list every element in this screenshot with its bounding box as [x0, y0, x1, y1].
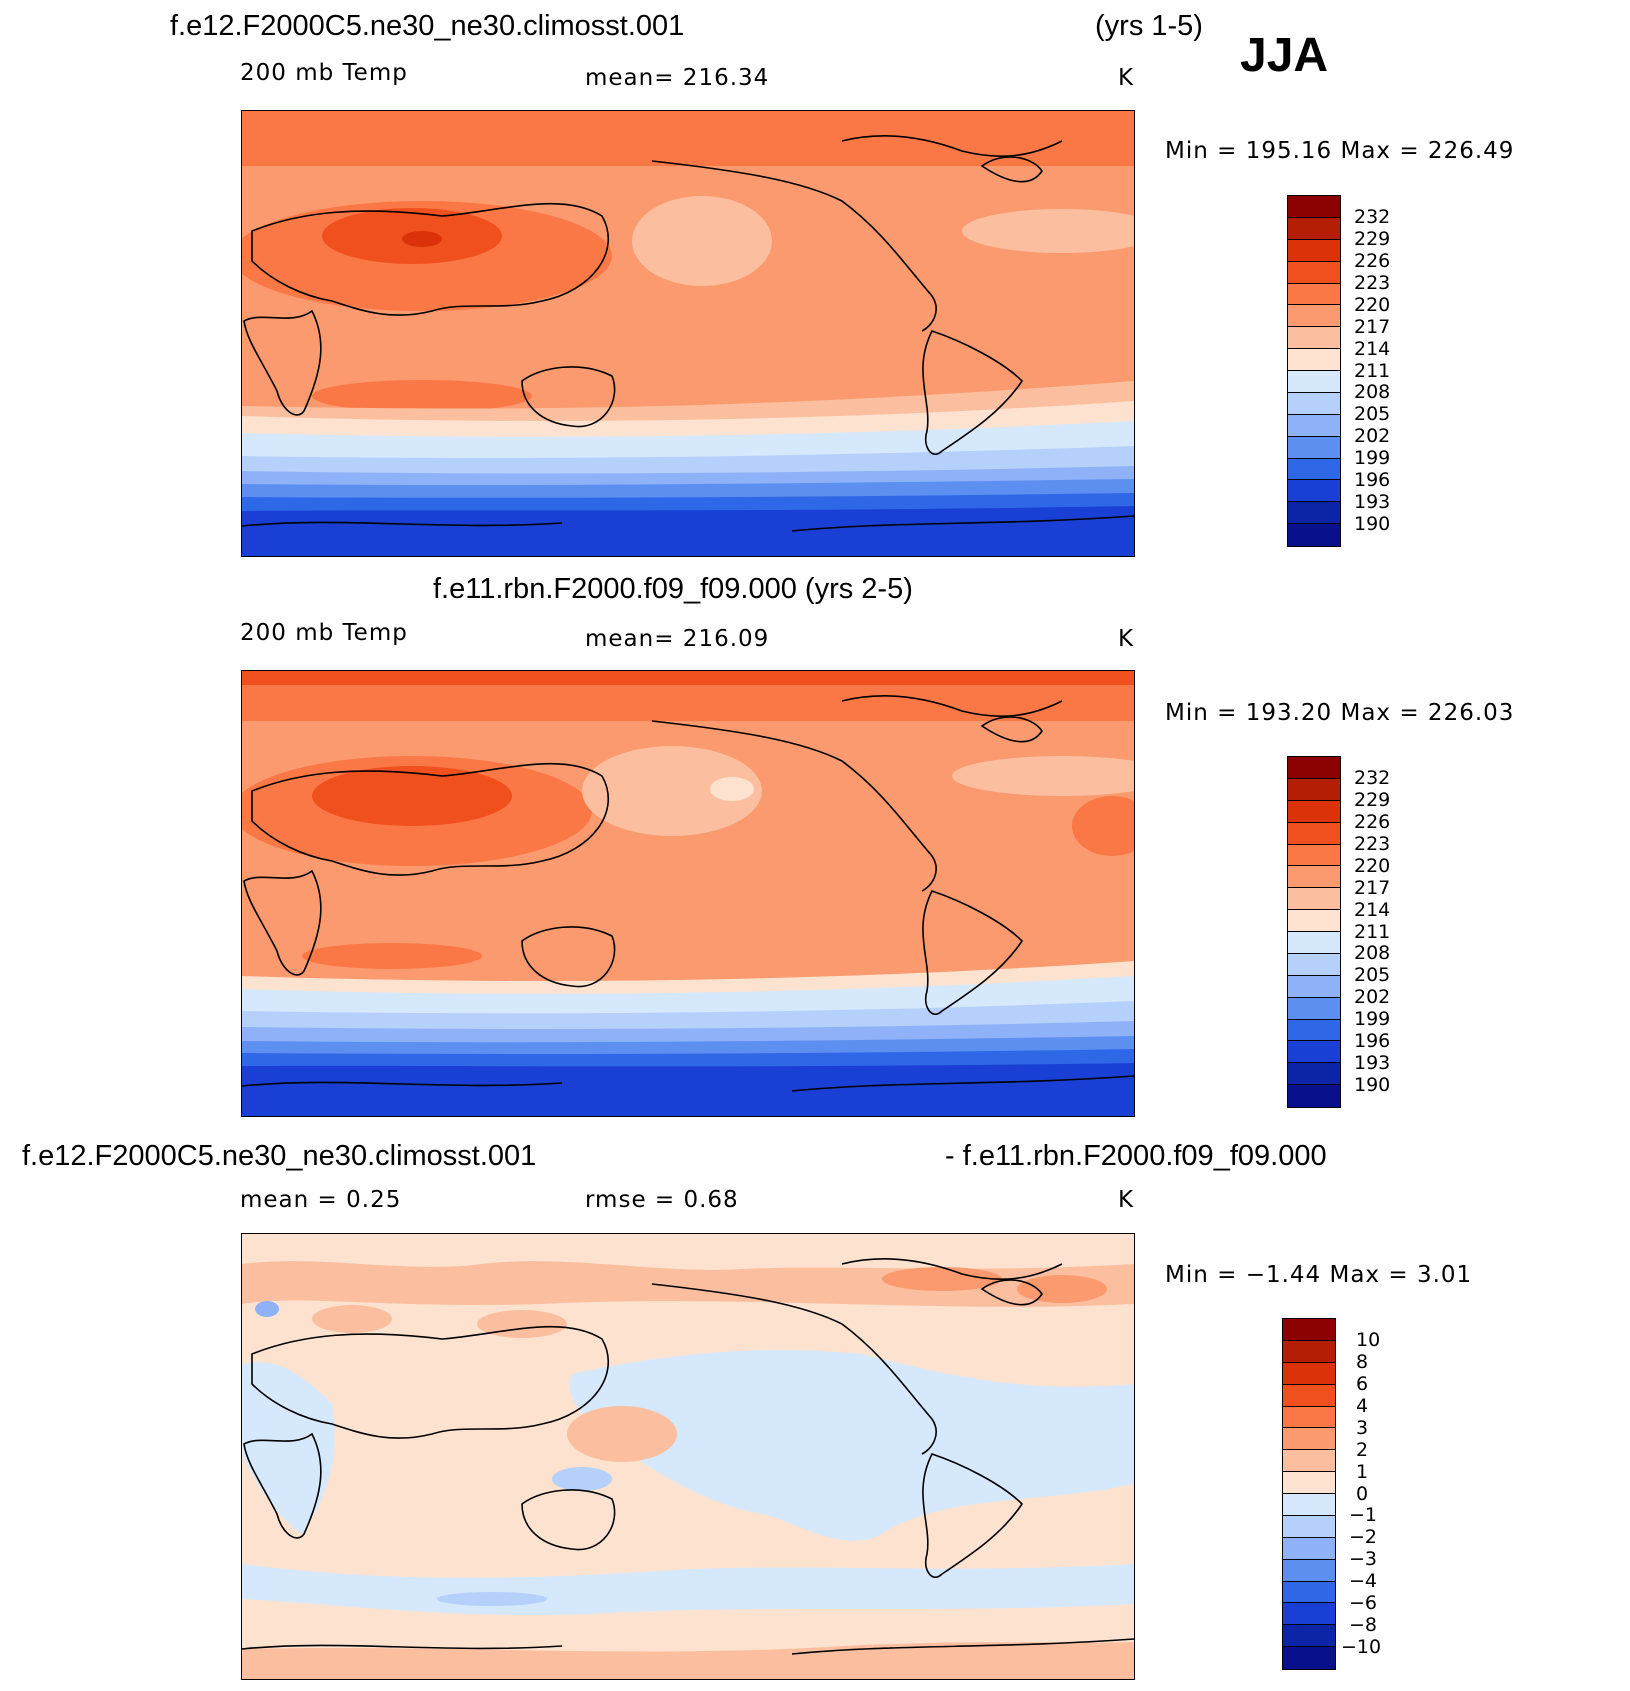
variable-label-1: 200 mb Temp: [240, 60, 408, 86]
tick-label: 226: [1354, 811, 1391, 833]
tick-label: 199: [1354, 1008, 1391, 1030]
tick-label: 190: [1354, 1074, 1391, 1096]
tick-label: 217: [1354, 877, 1391, 899]
mean-label-2: mean= 216.09: [585, 626, 770, 652]
tick-label: 193: [1354, 491, 1391, 513]
diff-mean-label: mean = 0.25: [240, 1187, 402, 1213]
tick-label: 220: [1354, 294, 1391, 316]
tick-label: 10: [1356, 1329, 1381, 1351]
colorbar-2: [1287, 756, 1341, 1108]
map-panel-3: [241, 1233, 1135, 1680]
case-title-2: f.e11.rbn.F2000.f09_f09.000 (yrs 2-5): [433, 573, 913, 605]
minmax-label-2: Min = 193.20 Max = 226.03: [1165, 700, 1515, 726]
tick-label: 1: [1356, 1461, 1369, 1483]
tick-label: 211: [1354, 921, 1391, 943]
tick-label: 214: [1354, 338, 1391, 360]
tick-label: 208: [1354, 381, 1391, 403]
tick-label: −8: [1349, 1614, 1378, 1636]
tick-label: 6: [1356, 1373, 1369, 1395]
tick-label: −1: [1349, 1504, 1378, 1526]
tick-label: 0: [1356, 1483, 1369, 1505]
units-label-3: K: [1118, 1187, 1135, 1213]
tick-label: 220: [1354, 855, 1391, 877]
tick-label: −3: [1349, 1548, 1378, 1570]
tick-label: 4: [1356, 1395, 1369, 1417]
tick-label: 208: [1354, 942, 1391, 964]
tick-label: −10: [1341, 1636, 1382, 1658]
tick-label: 226: [1354, 250, 1391, 272]
map-panel-1: [241, 110, 1135, 557]
map-panel-2: [241, 670, 1135, 1117]
tick-label: 202: [1354, 425, 1391, 447]
tick-label: 223: [1354, 833, 1391, 855]
tick-label: 3: [1356, 1417, 1369, 1439]
tick-label: 205: [1354, 964, 1391, 986]
tick-label: 190: [1354, 513, 1391, 535]
tick-label: 232: [1354, 767, 1391, 789]
tick-label: 223: [1354, 272, 1391, 294]
tick-label: 196: [1354, 1030, 1391, 1052]
diff-case-a: f.e12.F2000C5.ne30_ne30.climosst.001: [22, 1140, 537, 1172]
minmax-label-1: Min = 195.16 Max = 226.49: [1165, 138, 1515, 164]
years-label-1: (yrs 1-5): [1095, 10, 1203, 42]
tick-label: 229: [1354, 228, 1391, 250]
tick-label: 205: [1354, 403, 1391, 425]
variable-label-2: 200 mb Temp: [240, 620, 408, 646]
tick-label: 214: [1354, 899, 1391, 921]
tick-label: 232: [1354, 206, 1391, 228]
colorbar-3: [1282, 1318, 1336, 1670]
season-label: JJA: [1240, 29, 1329, 82]
tick-label: 211: [1354, 360, 1391, 382]
minmax-label-3: Min = −1.44 Max = 3.01: [1165, 1262, 1473, 1288]
mean-label-1: mean= 216.34: [585, 65, 770, 91]
tick-label: −6: [1349, 1592, 1378, 1614]
diff-rmse-label: rmse = 0.68: [585, 1187, 739, 1213]
tick-label: 199: [1354, 447, 1391, 469]
diff-case-b: - f.e11.rbn.F2000.f09_f09.000: [945, 1140, 1327, 1172]
tick-label: −4: [1349, 1570, 1378, 1592]
tick-label: 217: [1354, 316, 1391, 338]
tick-label: 196: [1354, 469, 1391, 491]
tick-label: 202: [1354, 986, 1391, 1008]
units-label-1: K: [1118, 65, 1135, 91]
tick-label: 229: [1354, 789, 1391, 811]
tick-label: 193: [1354, 1052, 1391, 1074]
units-label-2: K: [1118, 626, 1135, 652]
tick-label: −2: [1349, 1526, 1378, 1548]
case-title-1: f.e12.F2000C5.ne30_ne30.climosst.001: [170, 10, 685, 42]
tick-label: 2: [1356, 1439, 1369, 1461]
tick-label: 8: [1356, 1351, 1369, 1373]
colorbar-1: [1287, 195, 1341, 547]
